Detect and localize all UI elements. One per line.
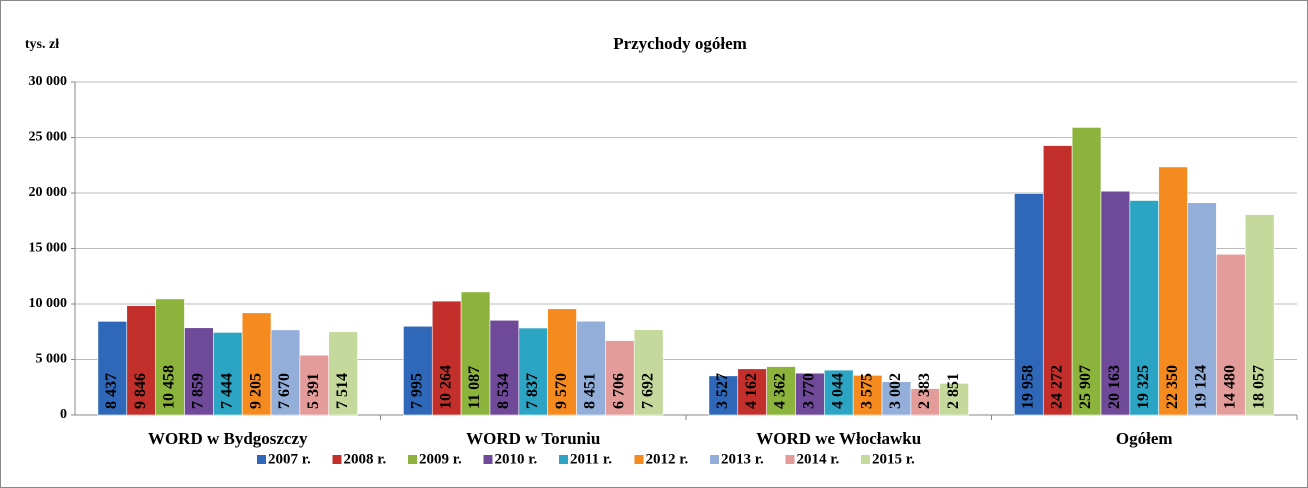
y-tick-label: 25 000 xyxy=(29,130,68,145)
data-label: 8 437 xyxy=(103,373,120,409)
legend-label: 2009 r. xyxy=(419,451,462,467)
data-label: 2 383 xyxy=(916,373,933,409)
x-tick-label: WORD w Bydgoszczy xyxy=(148,429,308,448)
data-label: 22 350 xyxy=(1164,365,1181,409)
legend-swatch xyxy=(710,455,719,464)
legend-swatch xyxy=(483,455,493,464)
bar xyxy=(547,308,577,416)
bar xyxy=(270,329,301,416)
data-label: 4 162 xyxy=(743,373,760,409)
data-label: 25 907 xyxy=(1077,365,1094,409)
legend-label: 2008 r. xyxy=(344,451,387,467)
data-label: 9 205 xyxy=(247,373,264,409)
legend-swatch xyxy=(861,455,870,464)
data-label: 4 362 xyxy=(772,373,789,409)
data-label: 3 002 xyxy=(887,373,904,409)
legend-label: 2015 r. xyxy=(872,451,915,467)
y-tick-label: 5 000 xyxy=(36,352,68,367)
x-tick-label: WORD we Włocławku xyxy=(756,429,921,448)
data-label: 5 391 xyxy=(305,373,322,409)
bar xyxy=(460,291,491,416)
x-tick-label: WORD w Toruniu xyxy=(466,429,600,448)
legend-swatch xyxy=(634,455,644,464)
bar xyxy=(489,319,520,416)
bar xyxy=(1244,214,1275,416)
y-tick-label: 15 000 xyxy=(29,241,68,256)
data-label: 8 534 xyxy=(495,373,512,409)
legend-label: 2014 r. xyxy=(797,451,840,467)
bar xyxy=(939,383,969,416)
bar xyxy=(213,332,243,416)
bar xyxy=(910,388,941,416)
bar xyxy=(1158,166,1188,416)
y-tick-label: 0 xyxy=(60,407,67,422)
bar xyxy=(708,375,739,416)
bar xyxy=(328,331,358,416)
bar xyxy=(795,372,825,416)
data-label: 3 527 xyxy=(714,373,731,409)
bar xyxy=(1100,190,1131,416)
bar xyxy=(299,354,330,416)
data-label: 7 837 xyxy=(524,373,541,409)
y-tick-label: 10 000 xyxy=(29,296,68,311)
data-label: 18 057 xyxy=(1250,365,1267,409)
data-label: 8 451 xyxy=(582,373,599,409)
bar xyxy=(824,369,854,416)
bar xyxy=(1042,145,1073,416)
bar xyxy=(737,368,767,416)
bar xyxy=(1071,127,1102,416)
data-label: 7 692 xyxy=(639,373,656,409)
x-tick-label: Ogółem xyxy=(1116,429,1173,448)
legend-label: 2012 r. xyxy=(646,451,689,467)
legend-swatch xyxy=(785,455,795,464)
data-label: 7 514 xyxy=(334,373,351,409)
data-label: 3 770 xyxy=(801,373,818,409)
bar xyxy=(1129,200,1159,416)
data-label: 11 087 xyxy=(466,366,483,409)
data-label: 7 444 xyxy=(218,373,235,409)
data-label: 20 163 xyxy=(1106,365,1123,409)
data-label: 7 670 xyxy=(276,373,293,409)
data-label: 4 044 xyxy=(829,373,846,409)
bar xyxy=(1216,253,1246,416)
bar xyxy=(605,340,635,416)
data-label: 2 851 xyxy=(945,373,962,409)
bar xyxy=(633,329,664,416)
data-label: 9 570 xyxy=(553,373,570,409)
bar xyxy=(881,381,912,416)
bar xyxy=(126,305,156,416)
y-axis-label: tys. zł xyxy=(25,37,59,52)
data-label: 7 995 xyxy=(409,373,426,409)
legend-label: 2010 r. xyxy=(495,451,538,467)
bar xyxy=(1014,193,1044,416)
legend-swatch xyxy=(257,455,266,464)
bar xyxy=(97,321,128,416)
bar xyxy=(852,375,883,416)
data-label: 19 124 xyxy=(1193,365,1210,409)
data-label: 19 958 xyxy=(1020,365,1037,409)
bar xyxy=(576,320,606,416)
data-label: 24 272 xyxy=(1048,365,1065,409)
legend-swatch xyxy=(332,455,342,464)
bar xyxy=(431,300,462,416)
chart-title: Przychody ogółem xyxy=(613,34,747,53)
legend-swatch xyxy=(408,455,417,464)
data-label: 14 480 xyxy=(1221,365,1238,409)
data-label: 10 264 xyxy=(437,365,454,409)
legend-label: 2013 r. xyxy=(721,451,764,467)
y-tick-label: 30 000 xyxy=(29,74,68,89)
data-label: 3 575 xyxy=(858,373,875,409)
data-label: 10 458 xyxy=(161,365,178,409)
data-label: 19 325 xyxy=(1135,365,1152,409)
legend-swatch xyxy=(559,455,568,464)
bar xyxy=(241,312,272,416)
data-label: 6 706 xyxy=(610,373,627,409)
data-label: 9 846 xyxy=(132,373,149,409)
legend-label: 2011 r. xyxy=(570,451,612,467)
y-tick-label: 20 000 xyxy=(29,185,68,200)
bar xyxy=(518,327,548,416)
data-label: 7 859 xyxy=(190,373,207,409)
legend-label: 2007 r. xyxy=(268,451,311,467)
